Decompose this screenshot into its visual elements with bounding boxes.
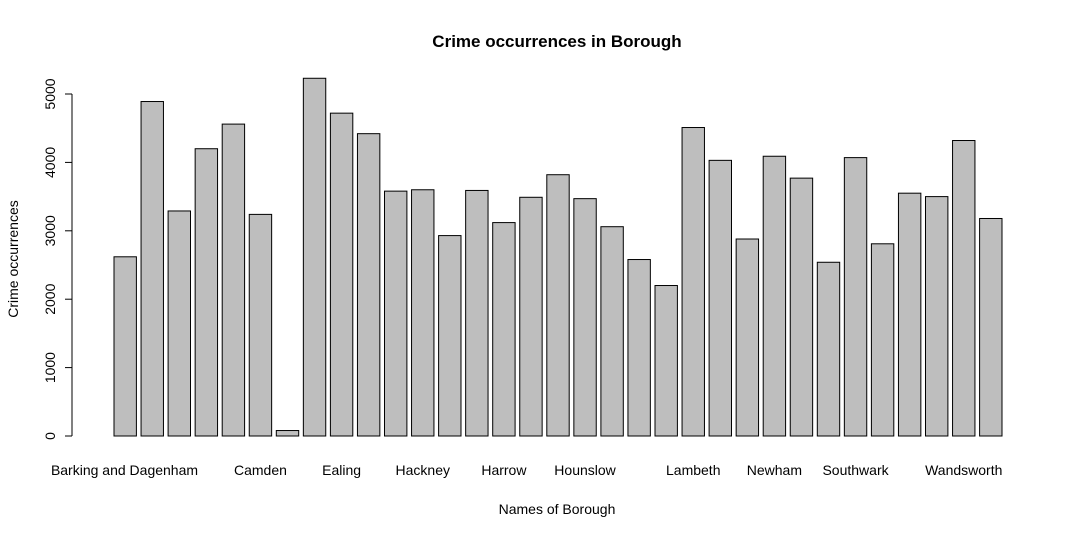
x-tick-label: Lambeth [666, 462, 720, 478]
bar [194, 148, 219, 437]
bar [113, 256, 137, 437]
bar [302, 77, 327, 437]
y-axis-label: Crime occurrences [5, 200, 21, 317]
bar [979, 217, 1003, 437]
y-tick-label: 0 [42, 432, 58, 440]
bar [789, 177, 814, 437]
x-tick-label: Hounslow [554, 462, 616, 478]
bar [329, 112, 354, 437]
bar [384, 190, 408, 437]
bar [843, 157, 868, 437]
x-tick-label: Harrow [481, 462, 527, 478]
bar [952, 140, 976, 437]
bar [356, 133, 381, 437]
bar [762, 155, 787, 437]
bar [654, 285, 678, 437]
x-tick-label: Hackney [396, 462, 450, 478]
chart-title: Crime occurrences in Borough [432, 32, 681, 51]
bar [519, 196, 543, 437]
x-axis-label: Names of Borough [499, 501, 616, 517]
x-tick-label: Newham [747, 462, 802, 478]
bar [925, 196, 949, 437]
bar [492, 222, 516, 437]
y-tick-label: 3000 [42, 215, 58, 246]
x-tick-label: Wandsworth [925, 462, 1002, 478]
bars [113, 77, 1003, 437]
bar [735, 238, 760, 437]
bar [438, 235, 462, 437]
bar [870, 243, 895, 437]
bar [627, 259, 651, 437]
bar [708, 159, 732, 437]
y-tick-label: 2000 [42, 283, 58, 314]
bar [546, 174, 570, 437]
bar [140, 101, 164, 437]
bar [600, 226, 624, 437]
y-tick-label: 4000 [42, 147, 58, 178]
bar [275, 430, 300, 437]
bar [816, 261, 841, 437]
y-axis: 0 1000 2000 3000 4000 5000 [42, 78, 73, 440]
y-tick-label: 5000 [42, 78, 58, 109]
bar [681, 127, 705, 437]
x-tick-label: Ealing [322, 462, 361, 478]
bar [465, 189, 489, 437]
bar [167, 210, 192, 437]
y-tick-label: 1000 [42, 352, 58, 383]
bar [897, 192, 922, 437]
x-tick-label: Camden [234, 462, 287, 478]
bar [573, 198, 597, 437]
bar [221, 123, 246, 437]
x-tick-label: Barking and Dagenham [51, 462, 198, 478]
x-tick-label: Southwark [822, 462, 889, 478]
x-tick-labels: Barking and Dagenham Camden Ealing Hackney H… [51, 462, 1002, 478]
bar [411, 189, 435, 437]
bar [248, 213, 273, 437]
